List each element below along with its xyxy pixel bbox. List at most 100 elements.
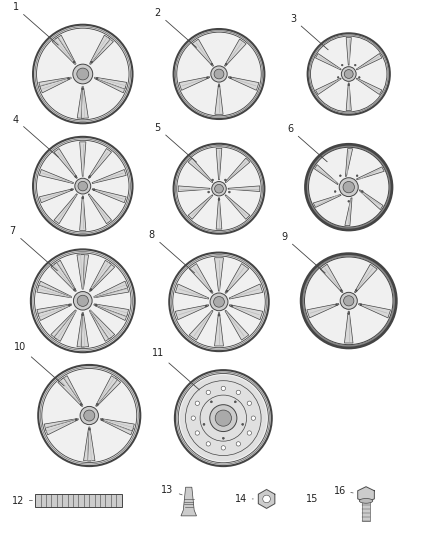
Polygon shape	[311, 36, 387, 112]
Polygon shape	[228, 186, 260, 191]
Polygon shape	[94, 304, 127, 320]
Polygon shape	[80, 142, 86, 176]
Polygon shape	[175, 305, 209, 320]
Ellipse shape	[73, 61, 75, 63]
Ellipse shape	[236, 442, 240, 446]
Ellipse shape	[77, 295, 88, 306]
Ellipse shape	[247, 431, 251, 435]
Ellipse shape	[234, 401, 236, 403]
Ellipse shape	[214, 69, 224, 79]
Ellipse shape	[223, 437, 224, 439]
Polygon shape	[92, 189, 126, 203]
Ellipse shape	[74, 288, 76, 290]
Polygon shape	[177, 147, 261, 231]
Polygon shape	[95, 376, 117, 406]
Polygon shape	[96, 378, 121, 407]
Text: 10: 10	[14, 342, 64, 386]
Ellipse shape	[80, 403, 82, 406]
Polygon shape	[35, 253, 131, 349]
Polygon shape	[58, 378, 83, 407]
Ellipse shape	[218, 85, 220, 87]
Ellipse shape	[225, 179, 226, 181]
Polygon shape	[308, 147, 389, 227]
Polygon shape	[81, 313, 88, 347]
Polygon shape	[100, 419, 134, 435]
Polygon shape	[77, 86, 85, 118]
Polygon shape	[45, 419, 78, 435]
Polygon shape	[81, 255, 88, 289]
Polygon shape	[36, 28, 129, 120]
Text: 4: 4	[13, 115, 58, 157]
Polygon shape	[357, 78, 382, 94]
Polygon shape	[357, 167, 384, 180]
Ellipse shape	[226, 290, 228, 292]
Polygon shape	[216, 198, 222, 229]
Polygon shape	[225, 195, 250, 219]
Polygon shape	[315, 78, 341, 94]
Ellipse shape	[80, 407, 99, 425]
Ellipse shape	[221, 446, 226, 450]
Ellipse shape	[263, 495, 270, 503]
Ellipse shape	[195, 431, 199, 435]
Ellipse shape	[68, 304, 71, 306]
Polygon shape	[354, 264, 377, 293]
Polygon shape	[181, 376, 266, 461]
Polygon shape	[346, 149, 353, 176]
Ellipse shape	[210, 405, 237, 432]
Ellipse shape	[230, 77, 232, 79]
Polygon shape	[100, 418, 134, 431]
Ellipse shape	[210, 293, 228, 311]
Polygon shape	[215, 84, 223, 114]
Polygon shape	[188, 195, 213, 219]
Polygon shape	[360, 190, 383, 209]
Ellipse shape	[344, 70, 353, 78]
Ellipse shape	[334, 191, 336, 192]
Text: 7: 7	[10, 227, 57, 271]
Polygon shape	[344, 311, 353, 343]
Polygon shape	[346, 83, 351, 110]
Polygon shape	[229, 305, 263, 320]
Ellipse shape	[339, 177, 358, 197]
Polygon shape	[44, 418, 78, 431]
Ellipse shape	[339, 175, 341, 176]
Polygon shape	[54, 260, 76, 292]
Polygon shape	[215, 313, 223, 346]
Ellipse shape	[361, 191, 363, 192]
Ellipse shape	[74, 292, 92, 310]
Ellipse shape	[73, 64, 93, 84]
Text: 14: 14	[235, 494, 247, 504]
Polygon shape	[95, 77, 127, 89]
Ellipse shape	[67, 78, 70, 79]
Polygon shape	[225, 310, 249, 340]
Ellipse shape	[218, 314, 220, 316]
Ellipse shape	[212, 182, 226, 196]
Ellipse shape	[77, 68, 89, 80]
Ellipse shape	[95, 304, 97, 306]
Polygon shape	[94, 304, 129, 317]
Polygon shape	[178, 374, 268, 463]
Polygon shape	[304, 257, 393, 345]
Ellipse shape	[343, 296, 354, 306]
Ellipse shape	[348, 312, 350, 314]
Polygon shape	[188, 158, 213, 183]
Polygon shape	[84, 427, 91, 461]
Polygon shape	[320, 264, 343, 293]
Polygon shape	[94, 77, 126, 93]
Text: 1: 1	[13, 3, 58, 45]
Polygon shape	[189, 263, 213, 293]
Polygon shape	[37, 304, 71, 317]
Ellipse shape	[354, 64, 356, 66]
Polygon shape	[224, 39, 246, 66]
Polygon shape	[88, 149, 112, 179]
Polygon shape	[89, 35, 110, 64]
Ellipse shape	[215, 184, 223, 193]
Polygon shape	[94, 285, 129, 298]
FancyBboxPatch shape	[35, 494, 122, 507]
Polygon shape	[36, 140, 129, 232]
Ellipse shape	[91, 61, 92, 63]
Polygon shape	[94, 281, 127, 297]
Polygon shape	[92, 169, 126, 183]
Polygon shape	[38, 304, 72, 320]
Ellipse shape	[75, 178, 91, 194]
Polygon shape	[229, 284, 263, 299]
